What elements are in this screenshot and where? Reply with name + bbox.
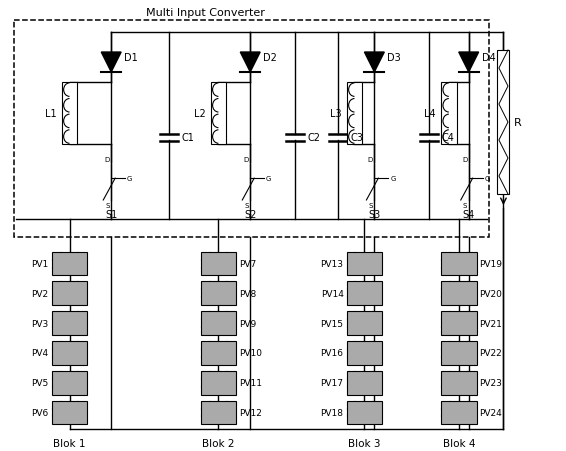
Text: D: D: [368, 157, 373, 163]
Text: C3: C3: [350, 133, 363, 143]
Text: PV18: PV18: [320, 408, 344, 417]
Text: PV22: PV22: [479, 349, 503, 358]
Text: Blok 2: Blok 2: [202, 438, 235, 448]
FancyBboxPatch shape: [441, 252, 477, 276]
FancyBboxPatch shape: [52, 252, 87, 276]
FancyBboxPatch shape: [346, 252, 382, 276]
Polygon shape: [365, 53, 384, 73]
Text: PV24: PV24: [479, 408, 503, 417]
Text: G: G: [266, 176, 272, 182]
Text: L4: L4: [424, 109, 436, 119]
Text: S3: S3: [368, 209, 380, 219]
Text: PV1: PV1: [31, 259, 49, 268]
Text: D: D: [105, 157, 110, 163]
Text: PV11: PV11: [239, 378, 262, 387]
Text: C4: C4: [442, 133, 454, 143]
Text: PV5: PV5: [31, 378, 49, 387]
Text: PV19: PV19: [479, 259, 503, 268]
Text: PV3: PV3: [31, 319, 49, 328]
Text: D3: D3: [387, 53, 401, 63]
FancyBboxPatch shape: [441, 371, 477, 395]
Text: PV7: PV7: [239, 259, 256, 268]
FancyBboxPatch shape: [52, 282, 87, 306]
FancyBboxPatch shape: [346, 282, 382, 306]
Text: Blok 1: Blok 1: [53, 438, 86, 448]
Text: D: D: [243, 157, 249, 163]
Text: PV23: PV23: [479, 378, 503, 387]
FancyBboxPatch shape: [200, 282, 237, 306]
Text: PV8: PV8: [239, 289, 256, 298]
FancyBboxPatch shape: [441, 341, 477, 365]
Text: S4: S4: [462, 209, 475, 219]
Text: G: G: [484, 176, 490, 182]
FancyBboxPatch shape: [441, 282, 477, 306]
FancyBboxPatch shape: [346, 400, 382, 424]
Text: G: G: [390, 176, 396, 182]
Text: S2: S2: [244, 209, 256, 219]
Polygon shape: [101, 53, 121, 73]
Text: C2: C2: [308, 133, 321, 143]
Text: L1: L1: [45, 109, 57, 119]
Text: R: R: [514, 118, 522, 128]
Text: PV17: PV17: [320, 378, 344, 387]
FancyBboxPatch shape: [200, 400, 237, 424]
Text: PV6: PV6: [31, 408, 49, 417]
Text: S: S: [462, 202, 467, 208]
Text: PV10: PV10: [239, 349, 262, 358]
Text: L3: L3: [330, 109, 342, 119]
Polygon shape: [241, 53, 260, 73]
Text: S: S: [105, 202, 109, 208]
Text: PV20: PV20: [479, 289, 503, 298]
Text: PV21: PV21: [479, 319, 503, 328]
FancyBboxPatch shape: [346, 371, 382, 395]
Text: PV12: PV12: [239, 408, 262, 417]
FancyBboxPatch shape: [200, 252, 237, 276]
Text: PV9: PV9: [239, 319, 256, 328]
FancyBboxPatch shape: [52, 312, 87, 335]
Text: PV2: PV2: [32, 289, 49, 298]
FancyBboxPatch shape: [441, 83, 457, 145]
Text: G: G: [127, 176, 132, 182]
Text: D2: D2: [263, 53, 277, 63]
Text: D4: D4: [482, 53, 495, 63]
FancyBboxPatch shape: [346, 341, 382, 365]
FancyBboxPatch shape: [441, 400, 477, 424]
FancyBboxPatch shape: [498, 51, 509, 194]
FancyBboxPatch shape: [52, 400, 87, 424]
FancyBboxPatch shape: [346, 312, 382, 335]
Text: Blok 4: Blok 4: [443, 438, 475, 448]
Polygon shape: [459, 53, 479, 73]
Text: S1: S1: [105, 209, 117, 219]
Text: D: D: [462, 157, 468, 163]
Text: PV15: PV15: [320, 319, 344, 328]
FancyBboxPatch shape: [211, 83, 226, 145]
Text: S: S: [368, 202, 372, 208]
Text: C1: C1: [182, 133, 195, 143]
FancyBboxPatch shape: [52, 341, 87, 365]
Text: D1: D1: [124, 53, 138, 63]
FancyBboxPatch shape: [346, 83, 362, 145]
FancyBboxPatch shape: [441, 312, 477, 335]
FancyBboxPatch shape: [200, 341, 237, 365]
Text: S: S: [244, 202, 248, 208]
FancyBboxPatch shape: [200, 312, 237, 335]
Text: PV16: PV16: [320, 349, 344, 358]
Text: Blok 3: Blok 3: [348, 438, 381, 448]
FancyBboxPatch shape: [200, 371, 237, 395]
Text: L2: L2: [194, 109, 205, 119]
Text: Multi Input Converter: Multi Input Converter: [146, 8, 265, 18]
Text: PV13: PV13: [320, 259, 344, 268]
Text: PV14: PV14: [321, 289, 344, 298]
FancyBboxPatch shape: [52, 371, 87, 395]
FancyBboxPatch shape: [62, 83, 78, 145]
Text: PV4: PV4: [32, 349, 49, 358]
